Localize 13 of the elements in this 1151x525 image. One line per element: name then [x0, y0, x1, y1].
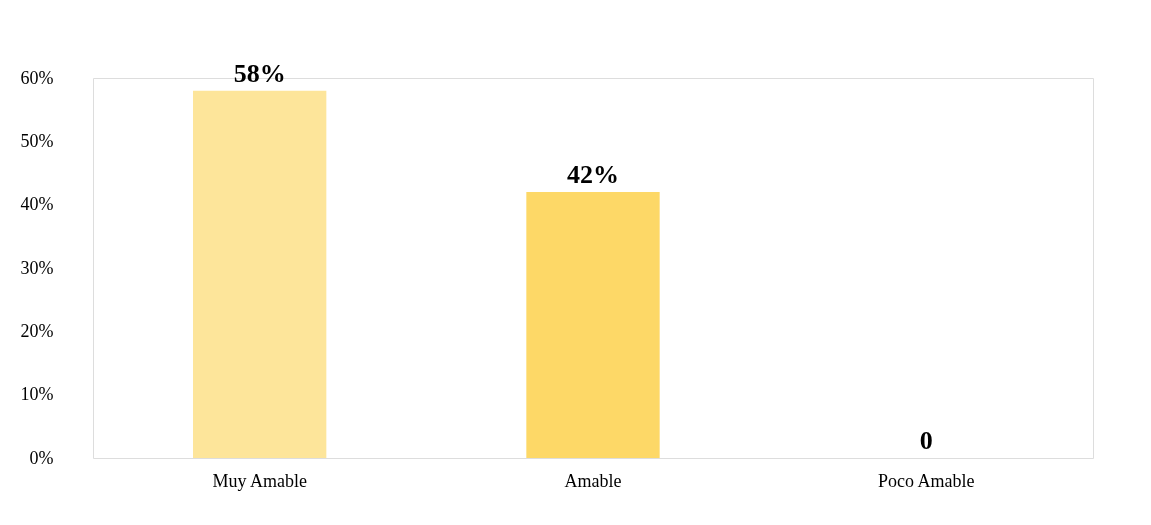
x-tick-label: Muy Amable: [212, 470, 307, 491]
y-tick-label: 40%: [20, 194, 54, 215]
data-label: 42%: [567, 160, 619, 189]
x-tick-label: Amable: [564, 470, 622, 491]
data-label: 0: [919, 426, 933, 455]
y-tick-label: 50%: [20, 130, 54, 151]
y-tick-label: 30%: [20, 257, 54, 278]
y-tick-label: 20%: [20, 320, 54, 341]
y-tick-label: 0%: [29, 447, 54, 468]
y-tick-label: 10%: [20, 384, 54, 405]
data-label: 58%: [233, 58, 286, 88]
y-tick-label: 60%: [20, 67, 54, 88]
x-tick-label: Poco Amable: [878, 470, 975, 491]
